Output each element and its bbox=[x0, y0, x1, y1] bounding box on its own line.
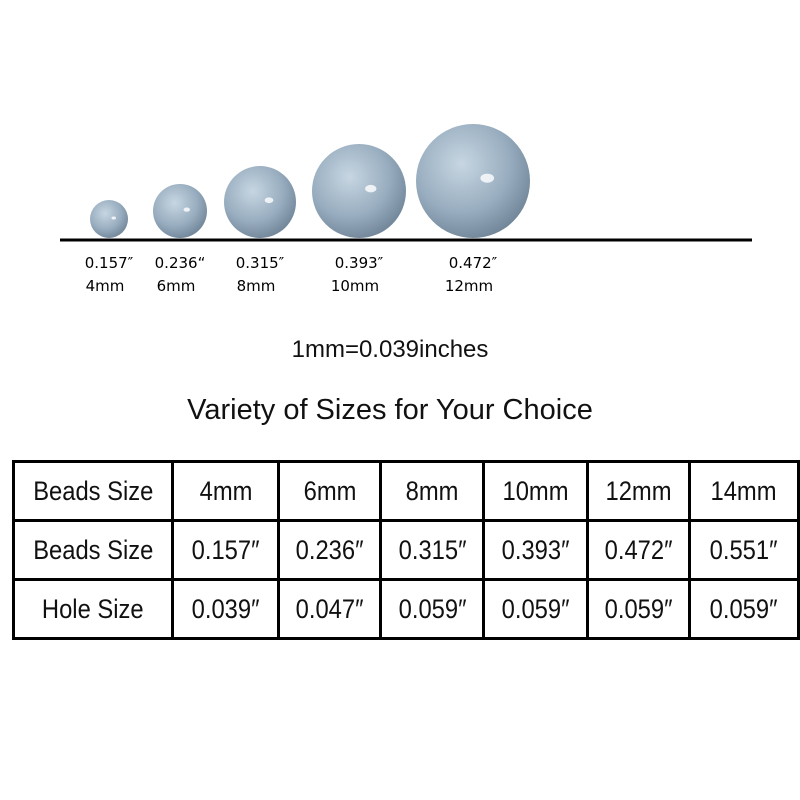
table-cell: 8mm bbox=[379, 460, 485, 522]
table-cell: 0.393″ bbox=[481, 519, 589, 581]
bead-highlight bbox=[183, 207, 190, 212]
table-cell: 0.059″ bbox=[687, 578, 800, 640]
cell-text: 0.236″ bbox=[295, 534, 364, 565]
table-cell: 0.157″ bbox=[170, 519, 281, 581]
bead bbox=[90, 200, 128, 238]
cell-text: 0.472″ bbox=[604, 534, 673, 565]
table-cell: 0.059″ bbox=[379, 578, 485, 640]
table-cell: 4mm bbox=[170, 460, 281, 522]
bead bbox=[224, 166, 296, 238]
bead bbox=[153, 184, 207, 238]
cell-text: Beads Size bbox=[32, 475, 153, 506]
bead-inches: 0.157″ bbox=[85, 254, 134, 272]
cell-text: 6mm bbox=[303, 475, 357, 506]
conversion: 1mm=0.039inches bbox=[291, 336, 489, 363]
bead-mm: 4mm bbox=[86, 277, 125, 295]
table-row: Beads Size 4mm 6mm 8mm 10mm 12mm 14mm bbox=[12, 460, 800, 522]
table-row: Hole Size 0.039″ 0.047″ 0.059″ 0.059″ 0.059″ 0… bbox=[12, 578, 800, 640]
cell-text: 0.059″ bbox=[709, 593, 778, 624]
table-cell: 12mm bbox=[585, 460, 691, 522]
bead-illustration: 0.157″ 4mm 0.236“ 6mm 0.315″ 8mm 0.393″ 10mm 0.4… bbox=[60, 124, 752, 295]
table-cell: 0.047″ bbox=[277, 578, 383, 640]
bead-mm: 6mm bbox=[157, 277, 196, 295]
bead bbox=[312, 144, 406, 238]
cell-text: 0.551″ bbox=[709, 534, 778, 565]
table-row: Beads Size 0.157″ 0.236″ 0.315″ 0.393″ 0.472″… bbox=[12, 519, 800, 581]
bead bbox=[416, 124, 530, 238]
cell-text: 0.059″ bbox=[398, 593, 466, 624]
cell-text: 0.393″ bbox=[501, 534, 570, 565]
bead-highlight bbox=[111, 216, 117, 220]
cell-text: 8mm bbox=[405, 475, 459, 506]
cell-text: 0.047″ bbox=[295, 593, 364, 624]
table-cell: 0.059″ bbox=[481, 578, 589, 640]
cell-text: 0.315″ bbox=[398, 534, 466, 565]
table-cell: Beads Size bbox=[12, 460, 174, 522]
table-cell: 14mm bbox=[687, 460, 800, 522]
bead-mm: 12mm bbox=[445, 277, 493, 295]
cell-text: 14mm bbox=[710, 475, 777, 506]
table-cell: Hole Size bbox=[12, 578, 174, 640]
bead-inches: 0.236“ bbox=[155, 254, 206, 272]
table-cell: 0.472″ bbox=[585, 519, 691, 581]
bead-inches: 0.472″ bbox=[449, 254, 498, 272]
cell-text: 0.157″ bbox=[191, 534, 260, 565]
cell-text: 0.059″ bbox=[501, 593, 570, 624]
table-cell: 0.551″ bbox=[687, 519, 800, 581]
table-cell: 0.236″ bbox=[277, 519, 383, 581]
bead-mm: 10mm bbox=[331, 277, 379, 295]
cell-text: 10mm bbox=[502, 475, 569, 506]
cell-text: 12mm bbox=[605, 475, 672, 506]
cell-text: 0.059″ bbox=[604, 593, 673, 624]
table-cell: 0.039″ bbox=[170, 578, 281, 640]
bead-inches: 0.393″ bbox=[335, 254, 384, 272]
bead-mm: 8mm bbox=[237, 277, 276, 295]
table-cell: 0.059″ bbox=[585, 578, 691, 640]
cell-text: 0.039″ bbox=[191, 593, 260, 624]
table-cell: 6mm bbox=[277, 460, 383, 522]
bead-highlight bbox=[365, 184, 377, 193]
table-cell: 0.315″ bbox=[379, 519, 485, 581]
table-cell: Beads Size bbox=[12, 519, 174, 581]
bead-inches: 0.315″ bbox=[236, 254, 285, 272]
table-cell: 10mm bbox=[481, 460, 589, 522]
size-table: Beads Size 4mm 6mm 8mm 10mm 12mm 14mm Beads Siz… bbox=[12, 460, 800, 640]
cell-text: Hole Size bbox=[42, 593, 144, 624]
bead-highlight bbox=[480, 173, 495, 183]
bead-highlight bbox=[264, 197, 274, 204]
cell-text: 4mm bbox=[199, 475, 252, 506]
heading: Variety of Sizes for Your Choice bbox=[187, 394, 593, 426]
cell-text: Beads Size bbox=[32, 534, 153, 565]
